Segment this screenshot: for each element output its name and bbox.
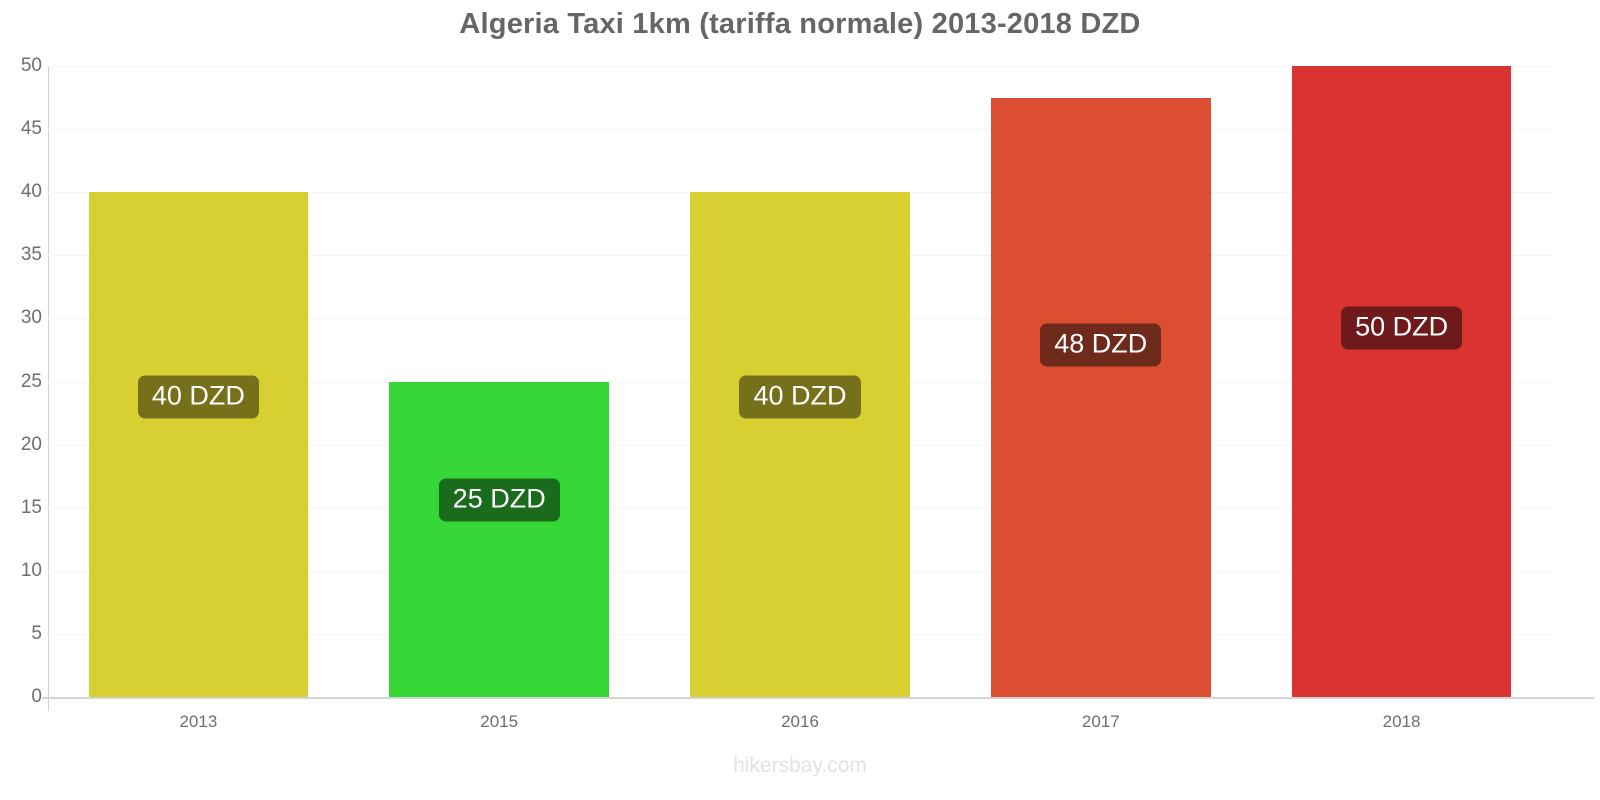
- x-axis-line: [42, 697, 1594, 699]
- y-axis-tick-label: 35: [20, 244, 42, 266]
- y-axis-tick-label: 5: [31, 622, 42, 644]
- bar-value-label: 25 DZD: [438, 478, 560, 522]
- y-axis-tick-label: 20: [20, 433, 42, 455]
- bar-group[interactable]: 40 DZD: [88, 66, 309, 697]
- bar[interactable]: 50 DZD: [1291, 66, 1512, 697]
- y-axis-tick-label: 45: [20, 118, 42, 140]
- gridline: [48, 66, 1552, 67]
- y-axis-tick-label: 0: [31, 686, 42, 707]
- bar-value-label: 40 DZD: [739, 375, 861, 419]
- x-axis-tick-label: 2016: [781, 712, 819, 731]
- y-axis-tick-label: 50: [20, 55, 42, 76]
- bar-value-label: 50 DZD: [1341, 306, 1463, 350]
- y-axis-tick-label: 30: [20, 307, 42, 329]
- bar[interactable]: 48 DZD: [991, 97, 1211, 697]
- y-axis-tick-label: 10: [20, 559, 42, 581]
- bar-group[interactable]: 25 DZD: [389, 66, 609, 697]
- y-axis-tick-label: 25: [20, 370, 42, 392]
- bar-value-label: 40 DZD: [137, 375, 259, 419]
- bar-group[interactable]: 40 DZD: [690, 66, 910, 697]
- footer-credit: hikersbay.com: [733, 754, 867, 777]
- bar[interactable]: 40 DZD: [88, 192, 309, 697]
- bar[interactable]: 25 DZD: [389, 381, 609, 697]
- gridline: [48, 129, 1552, 131]
- bar[interactable]: 40 DZD: [690, 192, 910, 697]
- x-axis-tick-label: 2017: [1081, 712, 1120, 731]
- x-axis-tick-label: 2015: [480, 712, 519, 731]
- y-axis-tick-label: 15: [20, 496, 42, 518]
- x-axis-tick-label: 2013: [179, 712, 218, 731]
- y-axis-tick-label: 40: [20, 181, 42, 203]
- bar-group[interactable]: 48 DZD: [991, 66, 1211, 697]
- x-axis-origin-tick: [48, 697, 49, 711]
- page-title: Algeria Taxi 1km (tariffa normale) 2013-…: [459, 8, 1141, 40]
- plot-area: 40 DZD 25 DZD 40 DZD 48 DZD 50 DZD: [48, 66, 1552, 698]
- bar-group[interactable]: 50 DZD: [1291, 66, 1512, 697]
- x-axis-tick-label: 2018: [1382, 712, 1421, 731]
- bar-value-label: 48 DZD: [1040, 323, 1162, 367]
